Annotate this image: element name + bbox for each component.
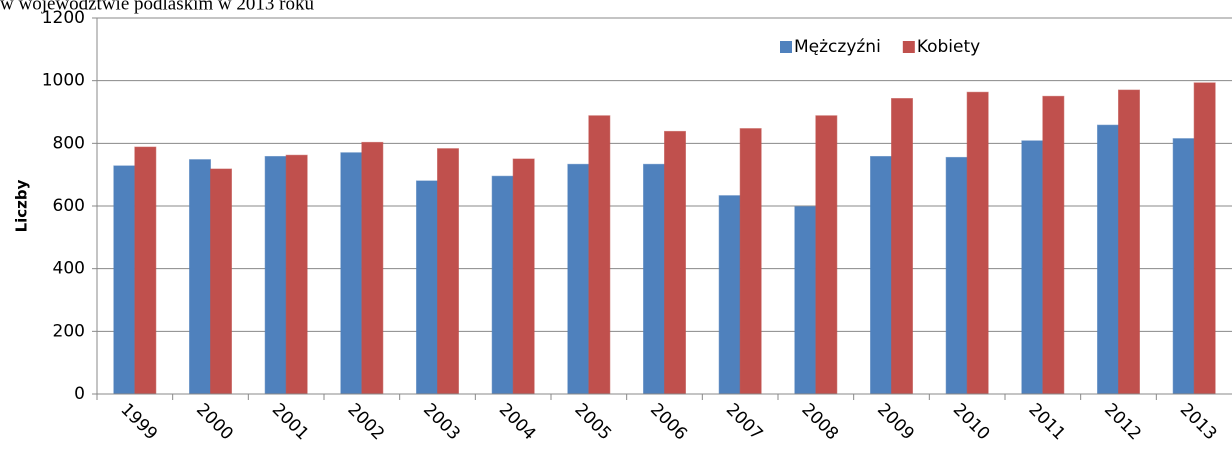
chart-title: w województwie podlaskim w 2013 roku [0, 0, 314, 14]
bar [794, 206, 817, 395]
legend-swatch [780, 41, 792, 53]
bar [870, 155, 892, 395]
bar [966, 91, 989, 395]
x-tick-label: 2007 [722, 400, 767, 445]
bar [361, 141, 384, 395]
bar [588, 115, 611, 395]
bar [891, 98, 913, 395]
y-tick-label: 400 [53, 259, 85, 279]
legend-label: Kobiety [917, 37, 980, 57]
bar [1118, 89, 1140, 395]
bar [189, 159, 211, 395]
x-tick-label: 2000 [192, 400, 237, 445]
bar [210, 168, 232, 395]
bar [815, 115, 838, 395]
bar [1021, 140, 1044, 395]
x-tick-label: 2008 [797, 400, 842, 445]
bar [285, 154, 308, 395]
bar [1172, 138, 1195, 395]
x-tick-label: 2013 [1176, 400, 1221, 445]
bar [664, 130, 686, 395]
x-tick-label: 2001 [268, 400, 313, 445]
y-tick-label: 1200 [42, 8, 85, 28]
bar [264, 155, 287, 395]
x-tick-label: 2005 [570, 400, 615, 445]
bar [1042, 95, 1065, 395]
bar [113, 165, 136, 395]
y-tick-label: 1000 [42, 71, 85, 91]
bar [512, 158, 535, 395]
y-tick-label: 0 [74, 384, 85, 404]
bar [340, 152, 363, 395]
x-tick-label: 2011 [1024, 400, 1069, 445]
x-tick-label: 2002 [343, 400, 388, 445]
x-tick-label: 2004 [495, 400, 540, 445]
bar [718, 195, 741, 395]
bar [416, 180, 438, 395]
x-tick-label: 2010 [949, 400, 994, 445]
legend-swatch [902, 41, 915, 53]
bar [643, 163, 665, 395]
bar [491, 175, 514, 395]
y-tick-label: 200 [53, 321, 85, 341]
bar [134, 146, 157, 395]
x-tick-label: 2003 [419, 400, 464, 445]
bar [1193, 82, 1216, 395]
bar [1097, 124, 1119, 395]
x-tick-label: 1999 [116, 400, 161, 445]
x-tick-label: 2009 [873, 400, 918, 445]
y-axis-label: Liczby [13, 179, 31, 232]
x-tick-label: 2006 [646, 400, 691, 445]
bar [567, 163, 590, 395]
y-tick-label: 800 [53, 133, 85, 153]
bar [739, 128, 762, 395]
bar [945, 156, 968, 395]
y-tick-label: 600 [53, 196, 85, 216]
bar [437, 148, 459, 395]
x-tick-label: 2012 [1100, 400, 1145, 445]
legend-label: Mężczyźni [794, 37, 881, 57]
